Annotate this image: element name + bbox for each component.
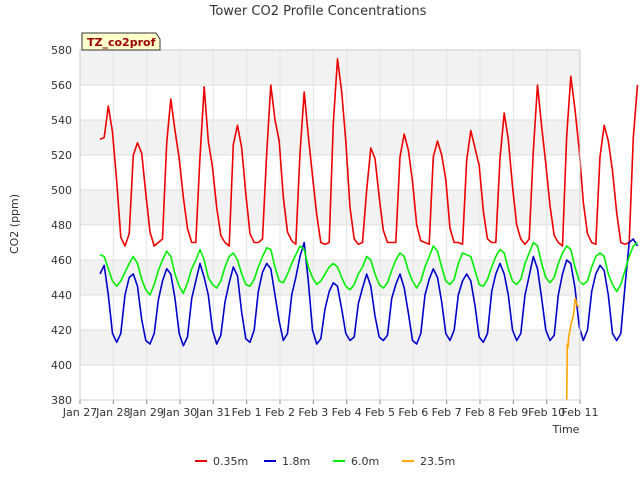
- legend-label: 0.35m: [213, 455, 248, 468]
- site-badge-label: TZ_co2prof: [87, 36, 156, 49]
- y-axis-label: CO2 (ppm): [8, 194, 21, 254]
- x-tick-label: Feb 10: [528, 406, 565, 419]
- y-tick-label: 400: [51, 359, 72, 372]
- series-lines: [99, 57, 639, 401]
- legend-label: 6.0m: [351, 455, 379, 468]
- plot-band: [80, 85, 580, 120]
- chart-title: Tower CO2 Profile Concentrations: [209, 4, 427, 19]
- y-tick-label: 500: [51, 184, 72, 197]
- x-tick-label: Feb 8: [465, 406, 495, 419]
- x-tick-label: Feb 9: [498, 406, 528, 419]
- x-tick-label: Jan 31: [195, 406, 230, 419]
- plot-band: [80, 295, 580, 330]
- x-tick-label: Jan 28: [95, 406, 130, 419]
- plot-band: [80, 120, 580, 155]
- plot-frame: [79, 49, 581, 401]
- plot-band: [80, 365, 580, 400]
- y-tick-label: 580: [51, 44, 72, 57]
- site-badge: TZ_co2prof: [81, 32, 161, 51]
- y-tick-label: 540: [51, 114, 72, 127]
- x-tick-label: Jan 29: [128, 406, 163, 419]
- y-tick-label: 440: [51, 289, 72, 302]
- y-tick-label: 480: [51, 219, 72, 232]
- y-tick-label: 520: [51, 149, 72, 162]
- legend-label: 23.5m: [420, 455, 455, 468]
- legend: 0.35m 1.8m 6.0m 23.5m: [195, 455, 455, 468]
- x-tick-label: Jan 30: [162, 406, 197, 419]
- y-tick-label: 380: [51, 394, 72, 407]
- series-line-0.35m: [99, 57, 639, 247]
- y-tick-label: 560: [51, 79, 72, 92]
- plot-band: [80, 50, 580, 85]
- x-tick-label: Feb 2: [265, 406, 295, 419]
- x-tick-label: Feb 1: [232, 406, 262, 419]
- x-tick-label: Jan 27: [62, 406, 97, 419]
- x-tick-label: Feb 3: [298, 406, 328, 419]
- x-tick-label: Feb 4: [332, 406, 362, 419]
- y-tick-label: 460: [51, 254, 72, 267]
- x-tick-label: Feb 6: [398, 406, 428, 419]
- series-line-1.8m: [99, 238, 639, 347]
- plot-band: [80, 155, 580, 190]
- legend-label: 1.8m: [282, 455, 310, 468]
- x-tick-label: Feb 7: [432, 406, 462, 419]
- series-line-23.5m: [565, 297, 580, 401]
- x-axis-label: Time: [552, 423, 580, 436]
- x-tick-label: Feb 11: [562, 406, 599, 419]
- y-tick-label: 420: [51, 324, 72, 337]
- site-badge-box: [81, 32, 161, 51]
- x-tick-label: Feb 5: [365, 406, 395, 419]
- series-line-6.0m: [99, 241, 639, 296]
- plot-band: [80, 330, 580, 365]
